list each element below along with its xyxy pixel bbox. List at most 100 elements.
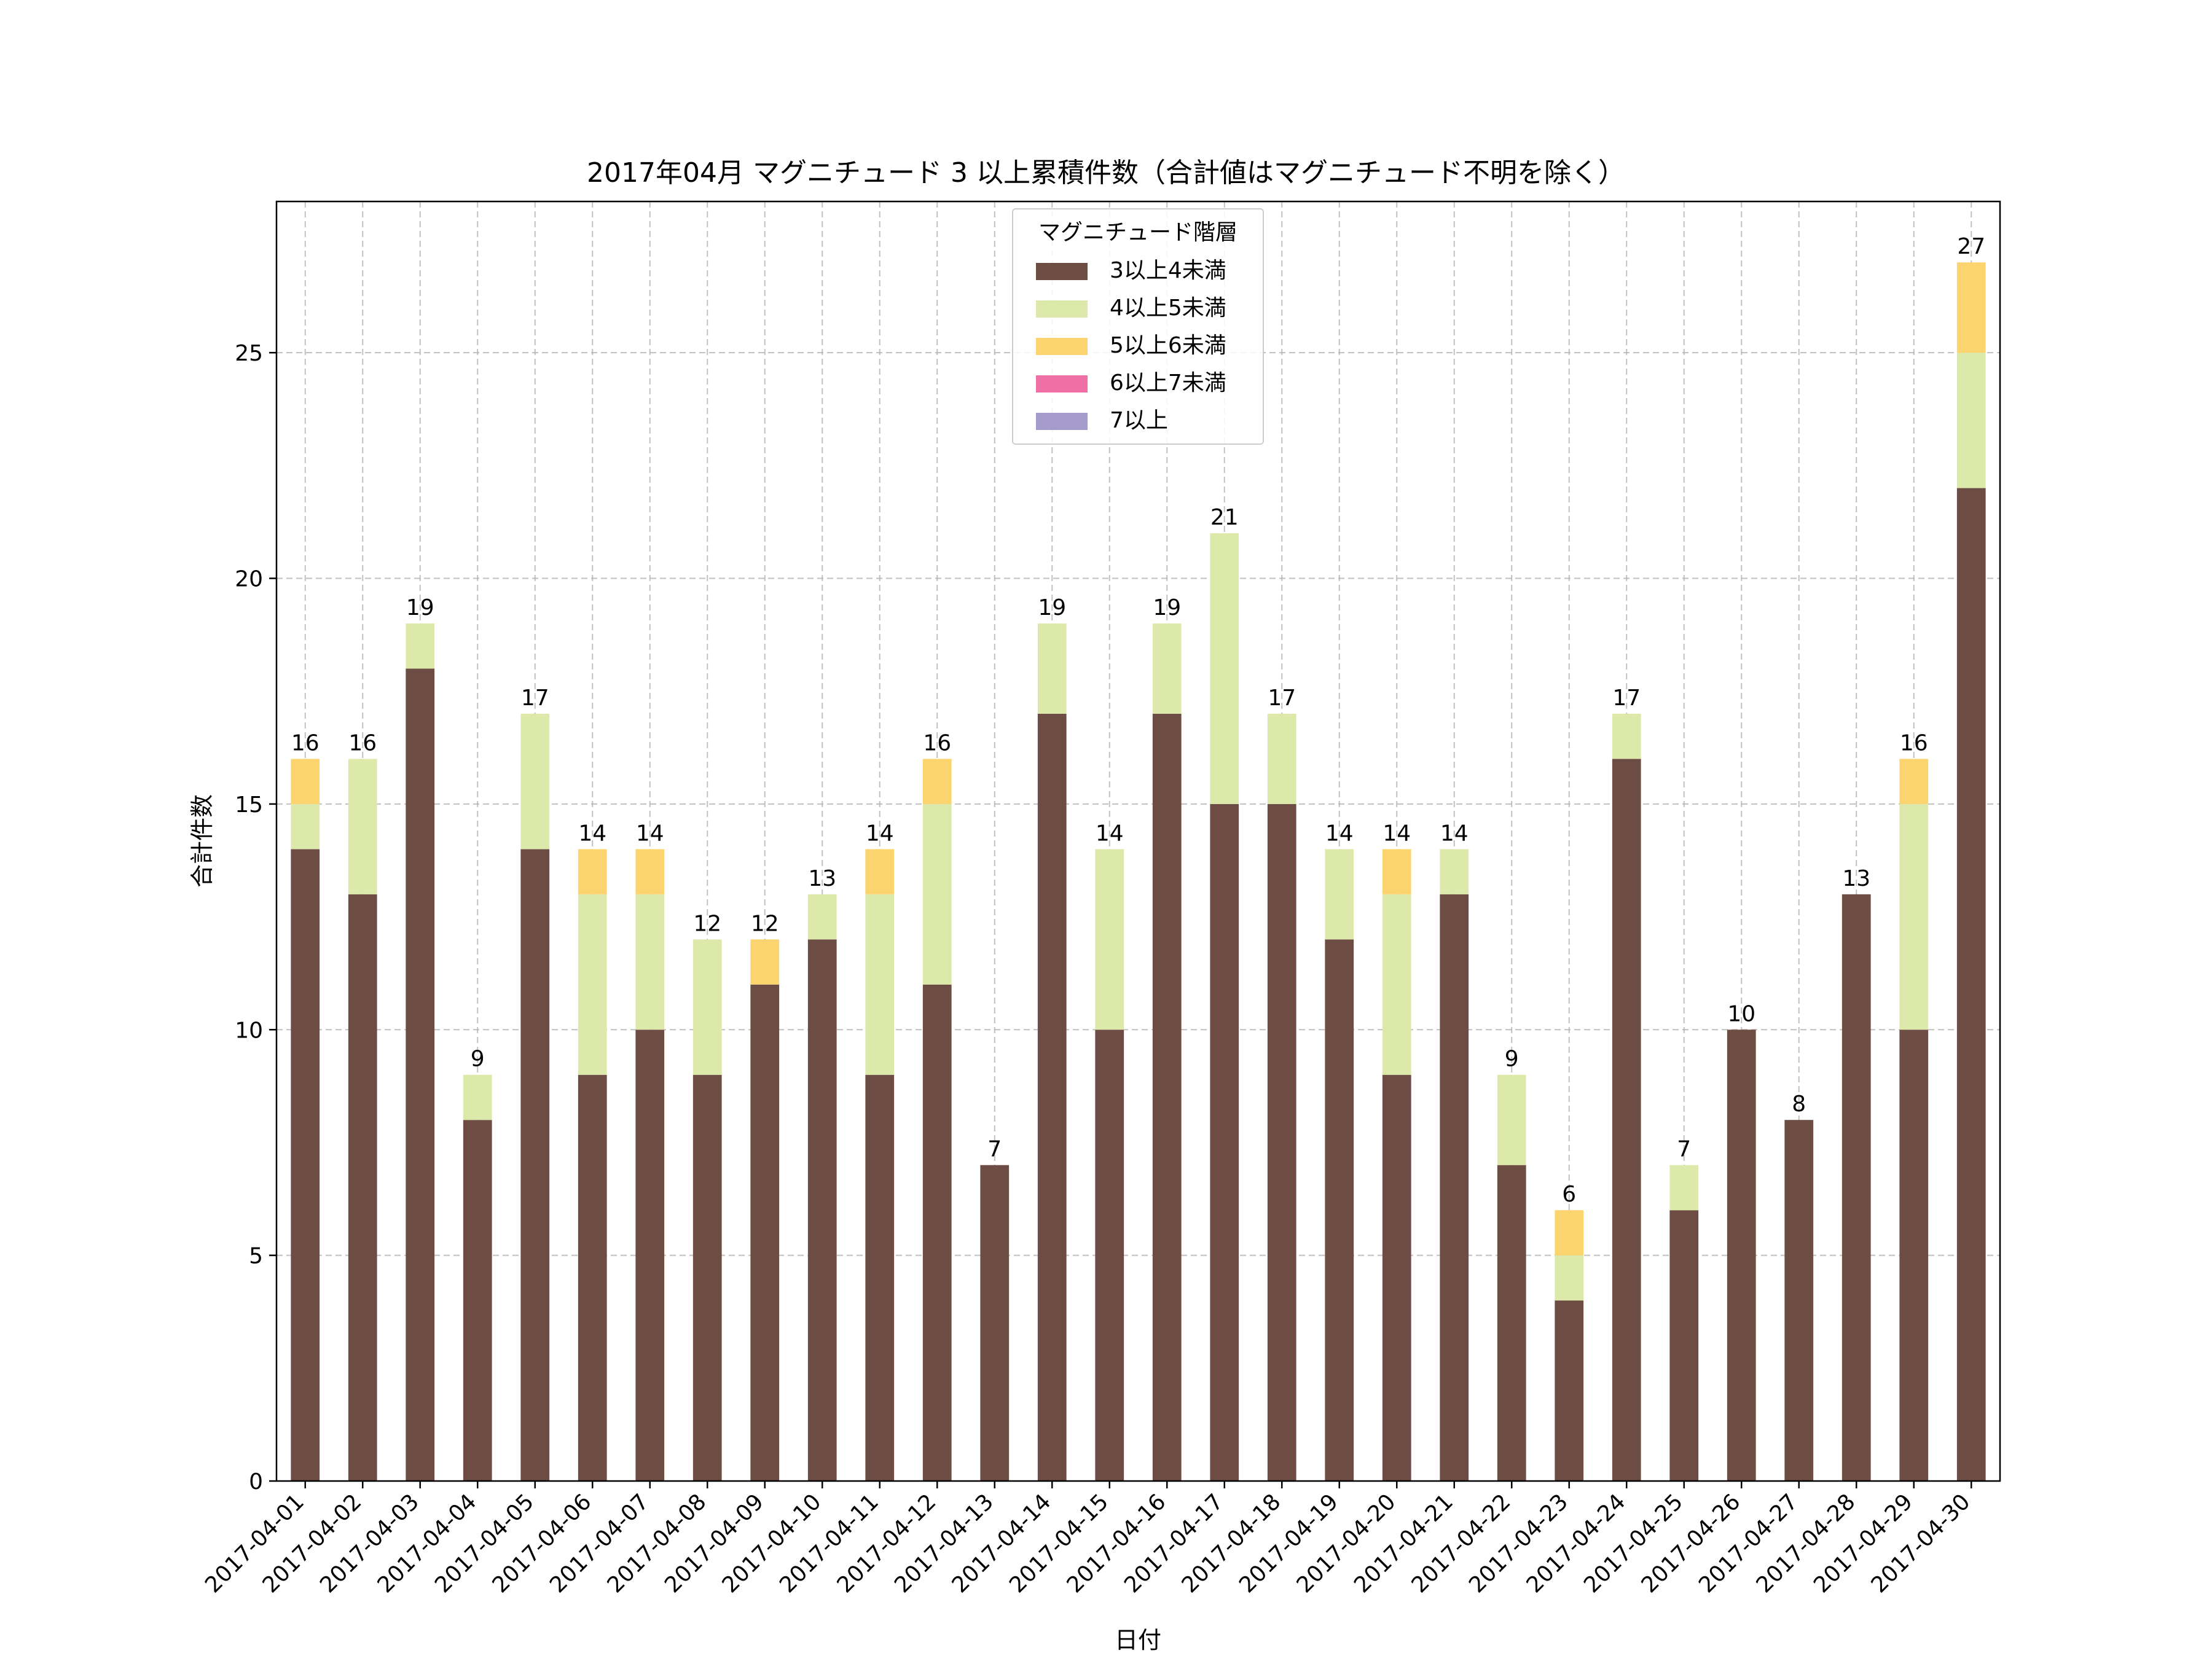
bar-segment <box>980 1165 1010 1481</box>
chart-title: 2017年04月 マグニチュード 3 以上累積件数（合計値はマグニチュード不明を… <box>587 157 1625 189</box>
bar-total-label: 12 <box>693 911 721 936</box>
bar-total-label: 16 <box>923 730 951 756</box>
bar-segment <box>1669 1210 1699 1481</box>
bar-total-label: 14 <box>866 821 894 846</box>
bar-segment <box>1612 759 1641 1481</box>
legend-swatch <box>1036 375 1088 393</box>
y-tick-label: 0 <box>249 1469 263 1495</box>
bar-total-label: 12 <box>751 911 779 936</box>
bar-segment <box>1210 803 1239 1481</box>
legend-label: 3以上4未満 <box>1110 258 1226 283</box>
bar-total-label: 6 <box>1562 1182 1576 1207</box>
legend-label: 5以上6未満 <box>1110 333 1226 358</box>
bar-segment <box>1210 533 1239 804</box>
bar-segment <box>1899 759 1929 804</box>
bar-segment <box>1956 488 1986 1481</box>
bar-segment <box>291 759 320 804</box>
y-tick-label: 15 <box>235 792 263 818</box>
bar-segment <box>865 1074 895 1481</box>
bar-total-label: 19 <box>1153 595 1181 620</box>
legend-label: 4以上5未満 <box>1110 295 1226 321</box>
bar-total-label: 17 <box>521 686 549 711</box>
bar-segment <box>750 984 780 1481</box>
bar-total-label: 19 <box>1038 595 1066 620</box>
bar-segment <box>750 939 780 985</box>
bar-total-label: 7 <box>987 1137 1002 1162</box>
bar-total-label: 10 <box>1727 1001 1755 1026</box>
bar-segment <box>807 894 837 940</box>
bar-segment <box>578 849 607 894</box>
bar-segment <box>692 939 722 1075</box>
bar-segment <box>1037 713 1067 1481</box>
bar-total-label: 13 <box>1842 866 1870 891</box>
bar-segment <box>348 759 377 894</box>
bar-total-label: 16 <box>1900 730 1928 756</box>
y-tick-label: 25 <box>235 341 263 366</box>
legend-swatch <box>1036 338 1088 355</box>
bar-segment <box>692 1074 722 1481</box>
bar-total-label: 13 <box>808 866 836 891</box>
bar-segment <box>520 713 550 850</box>
bar-segment <box>865 849 895 894</box>
bar-segment <box>578 894 607 1075</box>
legend-title: マグニチュード階層 <box>1038 220 1237 245</box>
legend-swatch <box>1036 413 1088 430</box>
x-axis-label: 日付 <box>1115 1627 1161 1654</box>
bar-segment <box>1899 803 1929 1030</box>
bar-segment <box>463 1120 492 1481</box>
bar-segment <box>1555 1255 1584 1301</box>
bar-segment <box>520 849 550 1481</box>
bar-segment <box>1612 713 1641 759</box>
bar-segment <box>1267 803 1296 1481</box>
bar-segment <box>1555 1300 1584 1481</box>
bar-segment <box>1382 1074 1411 1481</box>
bars <box>291 262 1986 1481</box>
bar-total-label: 16 <box>291 730 320 756</box>
bar-segment <box>1956 353 1986 488</box>
legend-label: 7以上 <box>1110 408 1168 433</box>
y-axis: 0 5 10 15 20 25 <box>235 341 276 1495</box>
bar-total-label: 16 <box>348 730 377 756</box>
bar-segment <box>291 849 320 1481</box>
bar-segment <box>1440 894 1469 1481</box>
bar-segment <box>1899 1030 1929 1481</box>
bar-segment <box>922 803 952 985</box>
bar-segment <box>1727 1030 1756 1481</box>
bar-segment <box>635 894 665 1030</box>
plot-frame <box>275 200 2001 1482</box>
bar-total-label: 9 <box>471 1047 485 1072</box>
bar-segment <box>1669 1165 1699 1211</box>
bar-segment <box>1095 849 1124 1030</box>
bar-segment <box>1382 894 1411 1075</box>
bar-segment <box>1267 713 1296 804</box>
x-axis: 2017-04-012017-04-022017-04-032017-04-04… <box>200 1481 1975 1598</box>
bar-total-label: 14 <box>578 821 606 846</box>
bar-segment <box>1440 849 1469 894</box>
bar-total-label: 14 <box>1440 821 1469 846</box>
bar-segment <box>922 759 952 804</box>
bar-segment <box>1497 1074 1526 1165</box>
bar-total-label: 7 <box>1677 1137 1691 1162</box>
bar-segment <box>1325 849 1354 940</box>
bar-segment <box>1382 849 1411 894</box>
bar-segment <box>1841 894 1871 1481</box>
y-axis-label: 合計件数 <box>189 794 216 888</box>
bar-segment <box>807 939 837 1481</box>
bar-segment <box>1956 262 1986 353</box>
legend-items: 3以上4未満 4以上5未満 5以上6未満 6以上7未満 7以上 <box>1036 258 1226 433</box>
bar-segment <box>922 984 952 1481</box>
bar-total-label: 17 <box>1268 686 1296 711</box>
bar-segment <box>1555 1210 1584 1256</box>
bar-total-label: 14 <box>1325 821 1354 846</box>
bar-segment <box>1497 1165 1526 1481</box>
bar-total-label: 17 <box>1612 686 1641 711</box>
bar-segment <box>1152 623 1182 714</box>
bar-segment <box>463 1074 492 1120</box>
y-tick-label: 20 <box>235 567 263 592</box>
bar-segment <box>1037 623 1067 714</box>
bar-total-label: 27 <box>1957 234 1985 259</box>
bar-total-label: 14 <box>1096 821 1124 846</box>
bar-total-label: 8 <box>1792 1092 1806 1117</box>
